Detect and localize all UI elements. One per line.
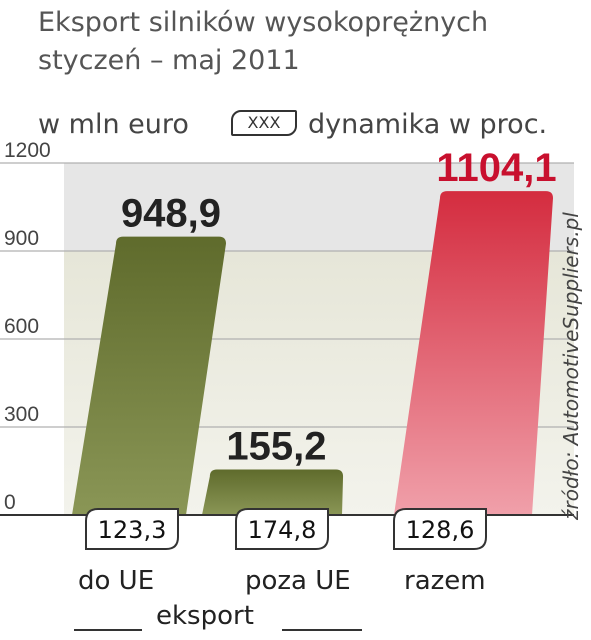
dynamics-value-razem: 128,6 bbox=[406, 516, 475, 544]
legend-dynamics-label: dynamika w proc. bbox=[308, 109, 548, 140]
bar-poza-ue bbox=[202, 469, 344, 515]
y-tick-label-600: 600 bbox=[4, 315, 39, 338]
y-tick-label-1200: 1200 bbox=[4, 139, 51, 162]
group-bracket-left bbox=[74, 613, 142, 631]
value-label-razem: 1104,1 bbox=[436, 146, 556, 190]
source-note: źródło: AutomotiveSuppliers.pl bbox=[559, 212, 583, 520]
category-label-do-ue: do UE bbox=[78, 566, 155, 596]
y-tick-label-300: 300 bbox=[4, 403, 39, 426]
y-tick-label-900: 900 bbox=[4, 227, 39, 250]
category-label-poza-ue: poza UE bbox=[245, 566, 351, 596]
legend-dynamics-box: XXX bbox=[231, 110, 297, 136]
y-tick-label-0: 0 bbox=[4, 491, 16, 514]
group-bracket-right bbox=[282, 613, 362, 631]
value-label-do-ue: 948,9 bbox=[121, 192, 221, 236]
category-label-razem: razem bbox=[404, 566, 486, 596]
unit-label: w mln euro bbox=[38, 109, 189, 140]
dynamics-badge-do-ue bbox=[85, 508, 179, 550]
group-label-eksport: eksport bbox=[156, 601, 254, 631]
dynamics-badge-poza-ue bbox=[235, 508, 329, 550]
bar-razem bbox=[394, 191, 553, 515]
dynamics-value-poza-ue: 174,8 bbox=[248, 516, 317, 544]
bar-do-ue bbox=[72, 236, 226, 515]
chart-title: Eksport silników wysokoprężnych styczeń … bbox=[38, 7, 489, 76]
dynamics-badge-razem bbox=[393, 508, 487, 550]
dynamics-value-do-ue: 123,3 bbox=[98, 516, 167, 544]
value-label-poza-ue: 155,2 bbox=[226, 424, 326, 468]
